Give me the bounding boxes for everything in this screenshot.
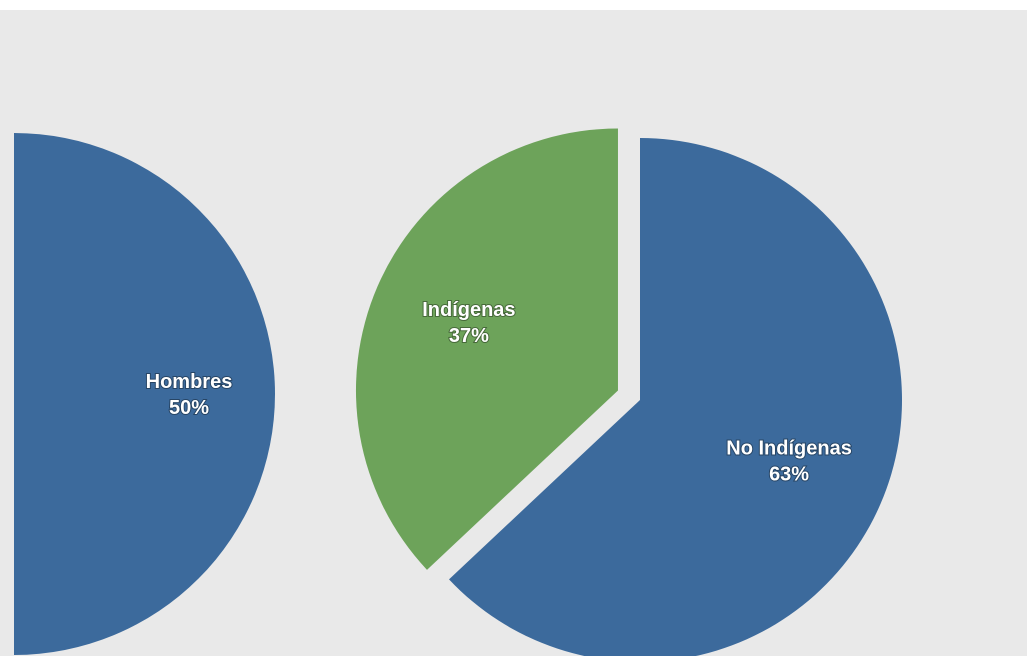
pie-charts: Hombres 50% Indígenas 37% No Indígenas 63% (14, 128, 902, 656)
pie-slice-indígenas (355, 128, 618, 570)
pie-2: Indígenas 37% No Indígenas 63% (355, 128, 902, 656)
pie-1: Hombres 50% (14, 133, 275, 655)
slice-label: No Indígenas (726, 438, 852, 460)
chart-canvas: Hombres 50% Indígenas 37% No Indígenas 63% (0, 10, 1027, 656)
slice-value-label: 63% (769, 464, 809, 486)
slice-label: Indígenas (422, 299, 515, 321)
slice-value-label: 50% (169, 397, 209, 419)
slice-value-label: 37% (449, 325, 489, 347)
pie-slice-hombres (14, 133, 275, 655)
slice-label: Hombres (146, 371, 233, 393)
pie-slice-no-indígenas (449, 138, 902, 656)
